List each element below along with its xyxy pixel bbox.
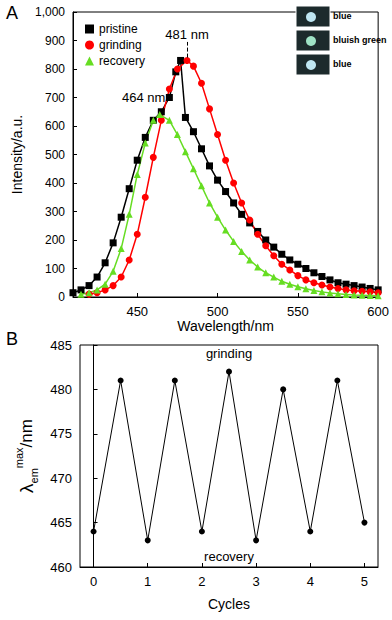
svg-text:5: 5 [361,574,368,589]
svg-text:4: 4 [307,574,314,589]
svg-text:900: 900 [45,34,65,48]
svg-text:300: 300 [45,205,65,219]
svg-text:400: 400 [45,176,65,190]
svg-text:recovery: recovery [99,54,145,68]
svg-text:pristine: pristine [99,22,138,36]
svg-text:500: 500 [45,148,65,162]
svg-text:0: 0 [58,290,65,304]
svg-text:600: 600 [45,119,65,133]
svg-text:485: 485 [50,338,72,353]
svg-text:481 nm: 481 nm [165,27,208,42]
svg-text:475: 475 [50,426,72,441]
svg-text:Cycles: Cycles [208,596,250,612]
svg-text:700: 700 [45,91,65,105]
svg-text:464 nm: 464 nm [122,90,165,105]
svg-text:460: 460 [50,560,72,575]
svg-text:Intensity/a.u.: Intensity/a.u. [9,115,25,194]
svg-text:200: 200 [45,233,65,247]
svg-text:800: 800 [45,62,65,76]
svg-text:1: 1 [144,574,151,589]
svg-text:450: 450 [126,304,148,319]
svg-text:em: em [28,468,40,483]
svg-text:/nm: /nm [17,419,36,447]
svg-text:A: A [6,3,18,23]
svg-text:B: B [6,329,18,349]
svg-text:blue: blue [333,59,352,69]
svg-text:blue: blue [333,11,352,21]
svg-text:100: 100 [45,262,65,276]
svg-text:2: 2 [198,574,205,589]
svg-text:550: 550 [287,304,309,319]
svg-text:600: 600 [367,304,389,319]
svg-text:1,000: 1,000 [35,5,65,19]
svg-text:465: 465 [50,515,72,530]
svg-text:0: 0 [90,574,97,589]
svg-text:grinding: grinding [99,38,142,52]
svg-text:470: 470 [50,471,72,486]
svg-text:max: max [13,447,25,468]
svg-text:Wavelength/nm: Wavelength/nm [177,318,274,334]
svg-text:480: 480 [50,382,72,397]
svg-text:bluish green: bluish green [333,35,387,45]
svg-text:grinding: grinding [206,346,252,361]
svg-text:3: 3 [252,574,259,589]
svg-text:λ: λ [16,483,37,493]
svg-text:recovery: recovery [204,549,254,564]
svg-text:500: 500 [207,304,229,319]
